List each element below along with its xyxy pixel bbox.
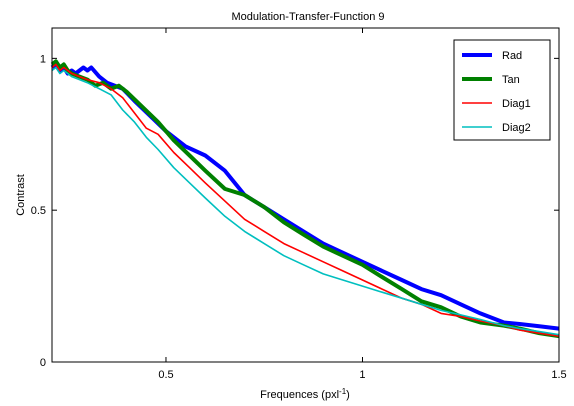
chart-title: Modulation-Transfer-Function 9 xyxy=(231,11,384,23)
y-tick-label: 0.5 xyxy=(31,205,46,217)
y-tick-label: 0 xyxy=(40,357,46,369)
y-axis-label: Contrast xyxy=(15,174,27,216)
legend-label-diag1: Diag1 xyxy=(502,98,531,110)
legend-label-rad: Rad xyxy=(502,50,522,62)
x-tick-label: 1 xyxy=(359,369,365,381)
x-tick-label: 0.5 xyxy=(158,369,173,381)
legend: Rad Tan Diag1 Diag2 xyxy=(453,39,551,141)
legend-label-diag2: Diag2 xyxy=(502,122,531,134)
x-axis-label: Frequences (pxl-1) xyxy=(260,387,350,401)
x-axis-label-close: ) xyxy=(346,389,350,401)
series-line-diag1 xyxy=(51,63,560,337)
series-lines xyxy=(50,59,560,339)
x-tick-label: 1.5 xyxy=(551,369,566,381)
x-axis-label-superscript: -1 xyxy=(339,387,347,396)
series-line-rad xyxy=(50,62,560,331)
series-line-diag2 xyxy=(51,66,560,336)
axis-ticks: 0.5 1 1.5 0 0.5 1 xyxy=(31,28,567,381)
plot-frame xyxy=(51,27,560,363)
y-tick-label: 1 xyxy=(40,53,46,65)
legend-label-tan: Tan xyxy=(502,74,520,86)
